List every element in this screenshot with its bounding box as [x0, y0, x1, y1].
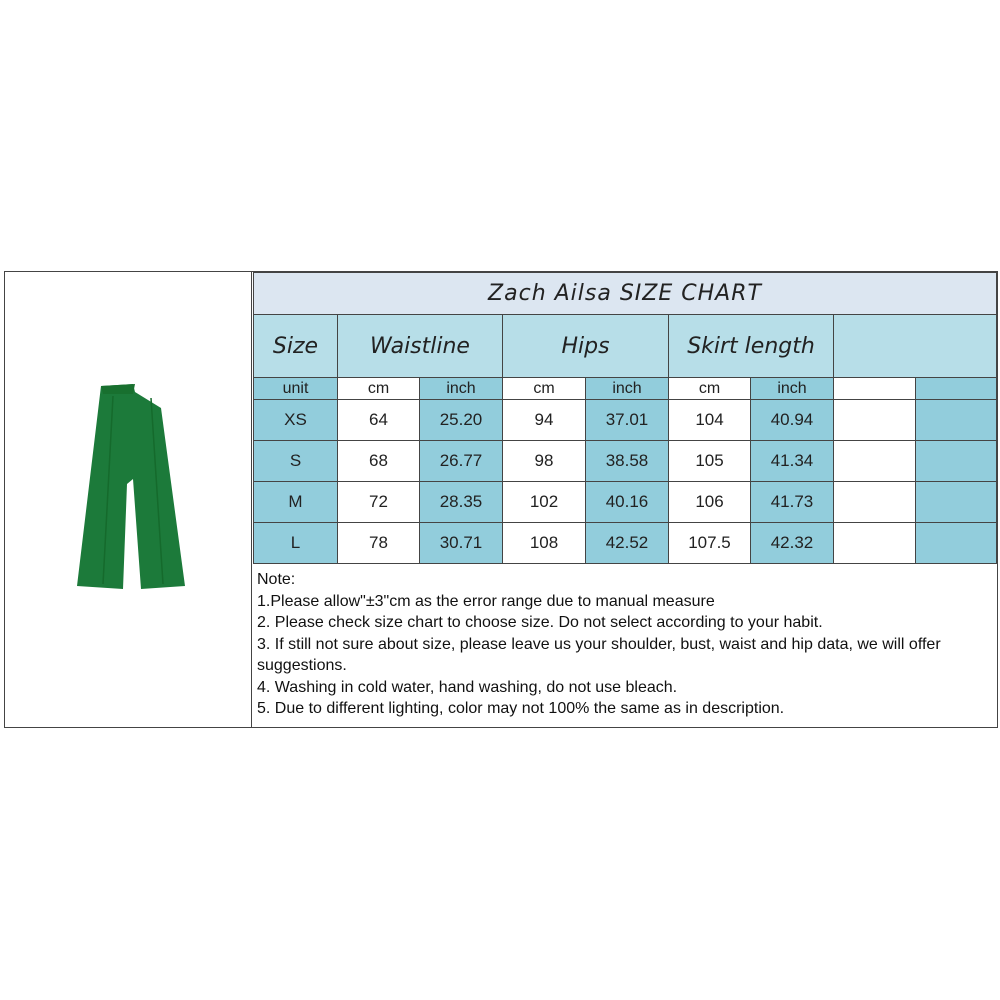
cell-size: M [253, 481, 338, 523]
empty-cell [915, 481, 997, 523]
cell-len-cm: 104 [668, 399, 751, 441]
size-table: Zach Ailsa SIZE CHART Size Waistline Hip… [253, 272, 997, 564]
cell-size: L [253, 522, 338, 564]
size-chart: Zach Ailsa SIZE CHART Size Waistline Hip… [4, 271, 998, 728]
unit-label: unit [253, 377, 338, 400]
cell-len-cm: 107.5 [668, 522, 751, 564]
cell-size: XS [253, 399, 338, 441]
notes-heading: Note: [257, 571, 296, 588]
unit-inch: inch [750, 377, 834, 400]
note-line: 2. Please check size chart to choose siz… [257, 614, 823, 631]
cell-len-cm: 106 [668, 481, 751, 523]
table-row: M 72 28.35 102 40.16 106 41.73 [253, 481, 997, 523]
table-row: S 68 26.77 98 38.58 105 41.34 [253, 440, 997, 482]
empty-cell [833, 377, 916, 400]
unit-cm: cm [337, 377, 420, 400]
cell-waist-in: 30.71 [419, 522, 503, 564]
empty-cell [833, 399, 916, 441]
cell-size: S [253, 440, 338, 482]
cell-hips-in: 42.52 [585, 522, 669, 564]
cell-waist-in: 25.20 [419, 399, 503, 441]
header-empty [833, 314, 997, 378]
empty-cell [915, 399, 997, 441]
empty-cell [915, 377, 997, 400]
cell-len-in: 41.73 [750, 481, 834, 523]
empty-cell [915, 522, 997, 564]
product-image-cell [5, 272, 252, 727]
note-line: suggestions. [257, 657, 347, 674]
green-wide-leg-pants-image [77, 384, 185, 589]
table-row: L 78 30.71 108 42.52 107.5 42.32 [253, 522, 997, 564]
header-size: Size [253, 314, 338, 378]
header-skirt-length: Skirt length [668, 314, 834, 378]
cell-waist-in: 28.35 [419, 481, 503, 523]
cell-len-cm: 105 [668, 440, 751, 482]
cell-waist-cm: 64 [337, 399, 420, 441]
cell-hips-cm: 108 [502, 522, 586, 564]
cell-hips-in: 37.01 [585, 399, 669, 441]
empty-cell [833, 440, 916, 482]
cell-waist-cm: 78 [337, 522, 420, 564]
cell-waist-in: 26.77 [419, 440, 503, 482]
cell-len-in: 42.32 [750, 522, 834, 564]
cell-hips-cm: 98 [502, 440, 586, 482]
note-line: 3. If still not sure about size, please … [257, 635, 941, 653]
empty-cell [915, 440, 997, 482]
table-row: XS 64 25.20 94 37.01 104 40.94 [253, 399, 997, 441]
note-line: 5. Due to different lighting, color may … [257, 700, 785, 717]
header-hips: Hips [502, 314, 669, 378]
note-line: 4. Washing in cold water, hand washing, … [257, 678, 678, 696]
unit-inch: inch [585, 377, 669, 400]
unit-inch: inch [419, 377, 503, 400]
unit-cm: cm [668, 377, 751, 400]
cell-hips-cm: 102 [502, 481, 586, 523]
notes: Note: 1.Please allow"±3"cm as the error r… [253, 563, 997, 727]
cell-hips-cm: 94 [502, 399, 586, 441]
cell-hips-in: 38.58 [585, 440, 669, 482]
chart-title: Zach Ailsa SIZE CHART [253, 272, 997, 315]
empty-cell [833, 481, 916, 523]
unit-cm: cm [502, 377, 586, 400]
cell-len-in: 41.34 [750, 440, 834, 482]
empty-cell [833, 522, 916, 564]
cell-len-in: 40.94 [750, 399, 834, 441]
header-waistline: Waistline [337, 314, 503, 378]
note-line: 1.Please allow"±3"cm as the error range … [257, 592, 715, 610]
cell-waist-cm: 68 [337, 440, 420, 482]
cell-waist-cm: 72 [337, 481, 420, 523]
cell-hips-in: 40.16 [585, 481, 669, 523]
